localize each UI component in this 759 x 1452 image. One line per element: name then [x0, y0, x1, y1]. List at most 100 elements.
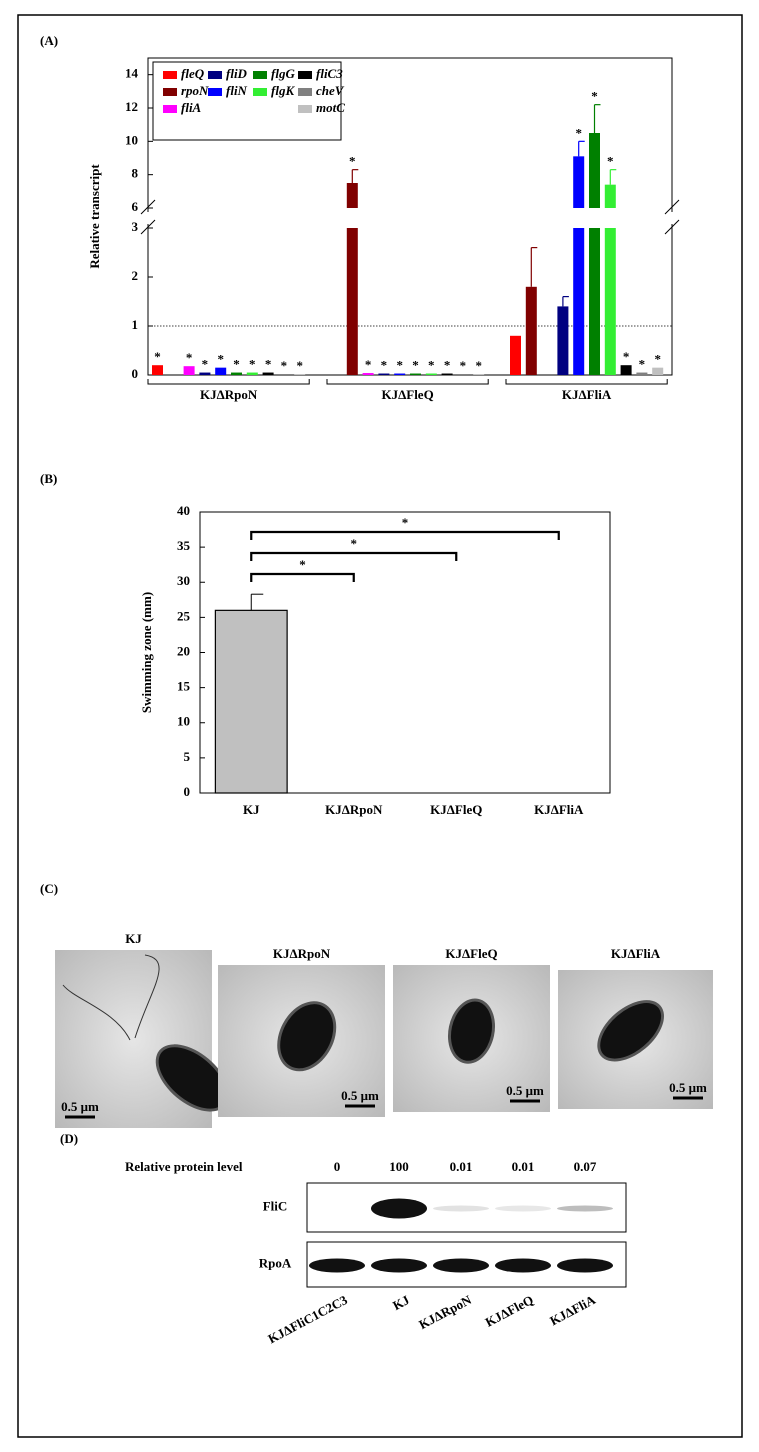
scale-label: 0.5 μm [669, 1080, 707, 1095]
y-tick-label: 10 [125, 132, 138, 147]
band [495, 1258, 551, 1273]
bar [183, 366, 195, 375]
y-tick-label: 3 [132, 219, 139, 234]
band [433, 1258, 489, 1273]
significance: * [186, 350, 193, 365]
significance: * [475, 358, 482, 373]
bar [441, 373, 453, 375]
x-tick-label: KJΔRpoN [200, 387, 258, 402]
significance: * [402, 515, 409, 530]
significance: * [349, 154, 356, 169]
bar [262, 372, 274, 375]
bar [214, 609, 288, 794]
y-tick-label: 10 [177, 714, 190, 729]
comparison-bracket [250, 530, 560, 540]
x-tick-label: KJΔFleQ [430, 802, 482, 817]
significance: * [381, 358, 388, 373]
x-tick-label: KJΔFliA [534, 802, 584, 817]
bar [589, 133, 600, 208]
image-title: KJΔRpoN [273, 946, 331, 961]
legend-swatch [253, 88, 267, 96]
y-tick-label: 8 [132, 166, 139, 181]
scale-label: 0.5 μm [506, 1083, 544, 1098]
significance: * [217, 352, 224, 367]
y-tick-label: 30 [177, 573, 190, 588]
bar [573, 228, 585, 375]
bar [199, 372, 211, 375]
y-tick-label: 0 [184, 784, 191, 799]
x-tick-label: KJΔFleQ [381, 387, 433, 402]
significance: * [412, 358, 419, 373]
legend-swatch [163, 71, 177, 79]
bar [473, 374, 485, 375]
group-bracket [505, 379, 668, 385]
bar [636, 372, 648, 375]
row-title: Relative protein level [125, 1159, 243, 1174]
protein-level: 0.01 [450, 1159, 473, 1174]
y-tick-label: 35 [177, 538, 191, 553]
significance: * [351, 536, 358, 551]
bar [510, 335, 521, 375]
y-tick-label: 20 [177, 643, 190, 658]
axis-break [140, 212, 680, 224]
significance: * [265, 357, 272, 372]
break-mark [140, 199, 156, 215]
significance: * [281, 358, 288, 373]
break-mark [664, 219, 680, 235]
y-tick-label: 2 [132, 268, 139, 283]
legend-label: motC [316, 100, 345, 115]
bar [457, 374, 469, 375]
break-mark [140, 219, 156, 235]
legend-label: fliC3 [316, 66, 343, 81]
bar [215, 367, 227, 375]
y-tick-label: 25 [177, 608, 191, 623]
legend-label: flgG [271, 66, 295, 81]
legend-swatch [253, 71, 267, 79]
band [557, 1258, 613, 1273]
blot-label: RpoA [259, 1255, 292, 1270]
bar [604, 184, 616, 208]
significance: * [299, 557, 306, 572]
significance: * [444, 358, 451, 373]
y-tick-label: 14 [125, 66, 139, 81]
significance: * [249, 357, 256, 372]
legend-swatch [208, 71, 222, 79]
bar [652, 367, 664, 375]
band [371, 1198, 427, 1219]
bar [394, 373, 406, 375]
comparison-bracket [250, 551, 458, 561]
bar [246, 372, 258, 375]
x-tick-label: KJΔRpoN [325, 802, 383, 817]
comparison-bracket [250, 572, 355, 582]
y-axis-label: Swimming zone (mm) [139, 592, 154, 713]
protein-level: 100 [389, 1159, 409, 1174]
legend-swatch [163, 105, 177, 113]
panel-label: (B) [40, 471, 57, 486]
significance: * [654, 352, 661, 367]
band [557, 1205, 613, 1212]
significance: * [396, 358, 403, 373]
y-tick-label: 12 [125, 99, 138, 114]
legend-label: fliD [226, 66, 248, 81]
bar [294, 374, 306, 375]
significance: * [202, 357, 209, 372]
image-title: KJΔFleQ [445, 946, 497, 961]
y-axis-label: Relative transcript [87, 164, 102, 269]
protein-level: 0 [334, 1159, 341, 1174]
flagellum [134, 954, 160, 1039]
significance: * [233, 357, 240, 372]
legend-swatch [163, 88, 177, 96]
micrographs: KJ 0.5 μm KJΔRpoN 0.5 μm KJΔFleQ 0.5 μm KJΔFli… [55, 931, 713, 1128]
bar [573, 156, 585, 208]
band [433, 1205, 489, 1212]
blot-label: FliC [263, 1198, 288, 1213]
blot-frame [306, 1182, 627, 1233]
legend-swatch [298, 105, 312, 113]
legend-label: rpoN [181, 83, 209, 98]
panel-label: (A) [40, 33, 58, 48]
cell [280, 1004, 334, 1069]
bar [378, 373, 390, 375]
bar [346, 228, 358, 375]
image-title: KJΔFliA [611, 946, 661, 961]
legend-label: fliA [181, 100, 202, 115]
